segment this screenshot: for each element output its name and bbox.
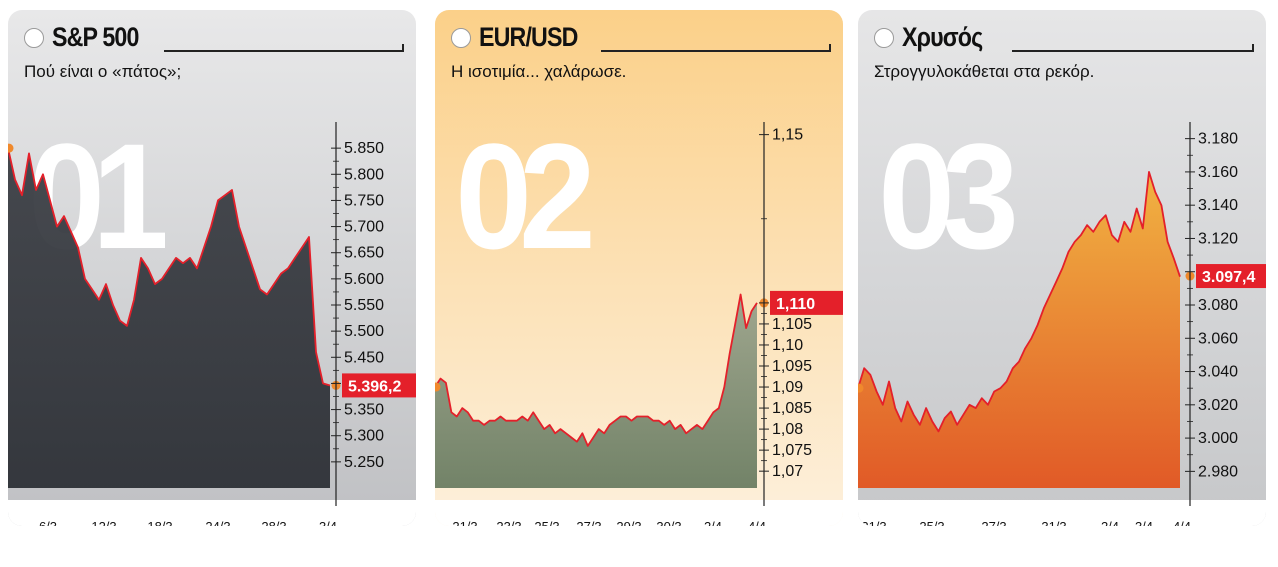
x-axis-strip: [8, 500, 416, 526]
x-tick-label: 21/3: [452, 519, 477, 526]
y-tick-label: 5.700: [344, 219, 384, 236]
x-tick-label: 12/3: [91, 519, 116, 526]
chart-title: Χρυσός: [902, 22, 983, 52]
panel-header: EUR/USD: [451, 22, 831, 54]
y-tick-label: 1,09: [772, 379, 803, 396]
big-number: 02: [455, 113, 591, 281]
x-tick-label: 21/3: [861, 519, 886, 526]
chart-svg: 016/312/318/324/328/33/45.8505.8005.7505…: [8, 113, 416, 526]
x-tick-label: 6/3: [39, 519, 57, 526]
x-tick-label: 31/3: [1041, 519, 1066, 526]
y-tick-label: 1,10: [772, 337, 803, 354]
x-axis-strip: [858, 500, 1266, 526]
y-tick-label: 5.450: [344, 349, 384, 366]
y-tick-label: 3.020: [1198, 397, 1238, 414]
y-tick-label: 5.650: [344, 245, 384, 262]
x-tick-label: 25/3: [534, 519, 559, 526]
header-rule: [1012, 50, 1254, 52]
x-tick-label: 18/3: [147, 519, 172, 526]
last-value-badge: [770, 290, 843, 315]
chart-title: EUR/USD: [479, 22, 578, 52]
y-tick-label: 1,15: [772, 127, 803, 144]
y-tick-label: 3.120: [1198, 230, 1238, 247]
y-tick-label: 5.500: [344, 323, 384, 340]
y-tick-label: 1,105: [772, 316, 812, 333]
header-rule-end: [829, 44, 831, 52]
x-tick-label: 4/4: [748, 519, 766, 526]
bullet-dot: [24, 28, 44, 48]
bullet-dot: [451, 28, 471, 48]
chart-panel-eurusd: EUR/USD Η ισοτιμία... χαλάρωσε. 02 21/3 23…: [435, 10, 843, 526]
chart-title: S&P 500: [52, 22, 139, 52]
y-tick-label: 3.180: [1198, 131, 1238, 148]
y-tick-label: 5.750: [344, 192, 384, 209]
x-tick-label: 3/4: [319, 519, 337, 526]
big-number: 03: [878, 113, 1014, 281]
x-tick-label: 25/3: [919, 519, 944, 526]
y-tick-label: 3.160: [1198, 164, 1238, 181]
x-tick-label: 2/4: [1101, 519, 1119, 526]
chart-panel-sp500: S&P 500 Πού είναι ο «πάτος»; 016/312/318…: [8, 10, 416, 526]
y-tick-label: 5.350: [344, 402, 384, 419]
series-area: [435, 294, 757, 488]
last-value-badge: [1196, 264, 1266, 289]
header-rule-end: [1252, 44, 1254, 52]
series-area: [8, 148, 330, 488]
y-tick-label: 3.060: [1198, 330, 1238, 347]
series-line: [858, 171, 1181, 433]
series-area: [858, 171, 1180, 488]
chart-subtitle: Πού είναι ο «πάτος»;: [24, 62, 182, 81]
y-tick-label: 3.040: [1198, 364, 1238, 381]
chart-subtitle: Στρογγυλοκάθεται στα ρεκόρ.: [874, 62, 1095, 81]
y-tick-label: 3.140: [1198, 197, 1238, 214]
y-tick-label: 5.550: [344, 297, 384, 314]
y-tick-label: 1,075: [772, 442, 812, 459]
start-point: [858, 383, 864, 393]
y-tick-label: 1,08: [772, 421, 803, 438]
y-tick-label: 5.300: [344, 428, 384, 445]
x-tick-label: 30/3: [656, 519, 681, 526]
series-line: [8, 147, 331, 387]
x-tick-label: 27/3: [576, 519, 601, 526]
header-rule: [601, 50, 831, 52]
x-tick-label: 4/4: [1173, 519, 1191, 526]
y-tick-label: 5.800: [344, 166, 384, 183]
panel-header: S&P 500: [24, 22, 404, 54]
x-tick-label: 23/3: [496, 519, 521, 526]
start-point: [8, 143, 14, 153]
y-tick-label: 1,095: [772, 358, 812, 375]
chart-svg: 03 21/3 25/3 27/3 31/3 2/4 3/4 4/4 3.180 3.160 3.1…: [858, 113, 1266, 526]
last-value-badge: [342, 373, 416, 398]
x-tick-label: 24/3: [205, 519, 230, 526]
panel-header: Χρυσός: [874, 22, 1254, 54]
y-tick-label: 5.250: [344, 454, 384, 471]
x-tick-label: 27/3: [981, 519, 1006, 526]
y-tick-label: 3.080: [1198, 297, 1238, 314]
start-point: [435, 382, 441, 392]
bullet-dot: [874, 28, 894, 48]
y-tick-label: 5.600: [344, 271, 384, 288]
chart-subtitle: Η ισοτιμία... χαλάρωσε.: [451, 62, 627, 81]
last-value-label: 5.396,2: [348, 378, 401, 395]
chart-svg: 02 21/3 23/3 25/3 27/3 29/3 30/3 2/4 4/4 1,15 1,10…: [435, 113, 843, 526]
header-rule: [164, 50, 404, 52]
x-tick-label: 28/3: [261, 519, 286, 526]
series-line: [435, 293, 758, 447]
chart-panel-gold: Χρυσός Στρογγυλοκάθεται στα ρεκόρ. 03 21/…: [858, 10, 1266, 526]
last-value-label: 1,110: [776, 296, 815, 313]
y-tick-label: 1,07: [772, 463, 803, 480]
y-tick-label: 3.000: [1198, 430, 1238, 447]
x-tick-label: 3/4: [1135, 519, 1153, 526]
last-value-label: 3.097,4: [1202, 269, 1255, 286]
y-tick-label: 2.980: [1198, 463, 1238, 480]
x-axis-strip: [435, 500, 843, 526]
x-tick-label: 29/3: [616, 519, 641, 526]
header-rule-end: [402, 44, 404, 52]
y-tick-label: 5.850: [344, 140, 384, 157]
x-tick-label: 2/4: [704, 519, 722, 526]
y-tick-label: 1,085: [772, 400, 812, 417]
